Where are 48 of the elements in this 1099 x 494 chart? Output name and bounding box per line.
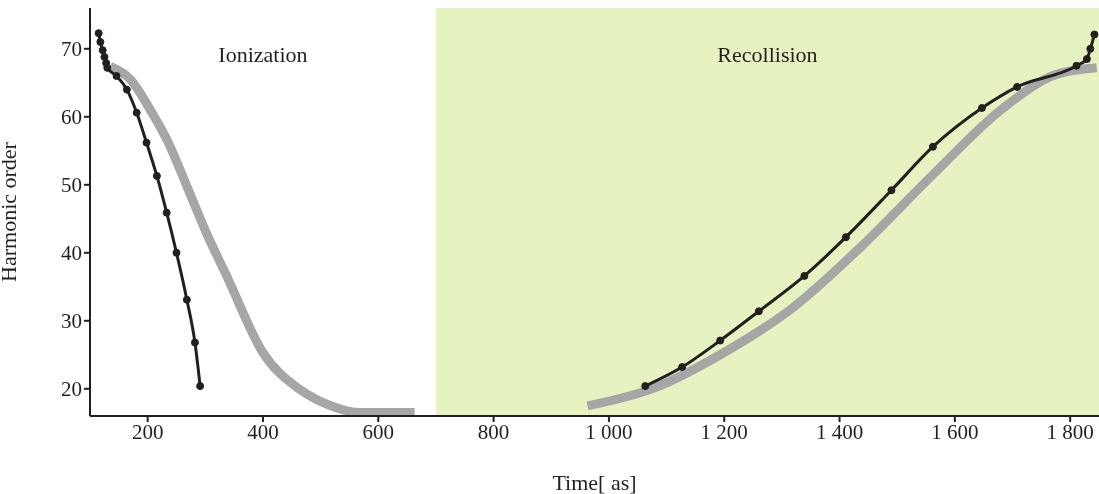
point xyxy=(132,108,141,117)
point xyxy=(122,85,131,94)
point xyxy=(112,72,121,80)
x-tick-label: 1 000 xyxy=(585,419,633,444)
point xyxy=(841,233,850,242)
point xyxy=(172,248,181,257)
point xyxy=(182,295,191,304)
x-tick-label: 1 200 xyxy=(700,419,748,444)
point xyxy=(716,336,725,345)
x-tick-label: 1 400 xyxy=(815,419,864,444)
point xyxy=(100,52,109,61)
point xyxy=(887,186,896,195)
point xyxy=(162,208,171,217)
y-tick-label: 50 xyxy=(61,173,82,198)
x-tick-label: 400 xyxy=(247,419,279,444)
point xyxy=(96,38,105,46)
y-tick-label: 30 xyxy=(61,309,82,334)
x-tick-label: 1 600 xyxy=(931,419,979,444)
point xyxy=(800,271,809,280)
point xyxy=(977,103,986,112)
y-tick-label: 70 xyxy=(61,37,82,62)
point xyxy=(1082,55,1091,63)
point xyxy=(190,338,199,347)
x-tick-label: 200 xyxy=(131,419,164,444)
point xyxy=(678,363,687,372)
point xyxy=(641,382,650,391)
point xyxy=(1013,82,1022,91)
x-axis-title: Time[ as] xyxy=(552,470,637,494)
x-tick-label: 1 800 xyxy=(1046,419,1094,444)
point xyxy=(196,382,205,391)
point xyxy=(152,171,161,180)
point xyxy=(1090,30,1099,39)
point xyxy=(928,142,937,151)
y-tick-label: 60 xyxy=(61,105,82,130)
point xyxy=(1086,44,1095,53)
y-axis-title: Harmonic order xyxy=(0,141,21,282)
annotation: Ionization xyxy=(217,42,309,68)
annotation: Recollision xyxy=(716,42,819,68)
point xyxy=(1072,61,1081,70)
y-tick-label: 20 xyxy=(61,377,82,402)
y-tick-label: 40 xyxy=(61,241,82,266)
point xyxy=(98,46,107,55)
x-tick-label: 800 xyxy=(477,419,510,444)
point xyxy=(103,63,112,72)
point xyxy=(754,307,763,316)
point xyxy=(142,138,151,147)
x-tick-label: 600 xyxy=(362,419,395,444)
point xyxy=(94,29,103,38)
